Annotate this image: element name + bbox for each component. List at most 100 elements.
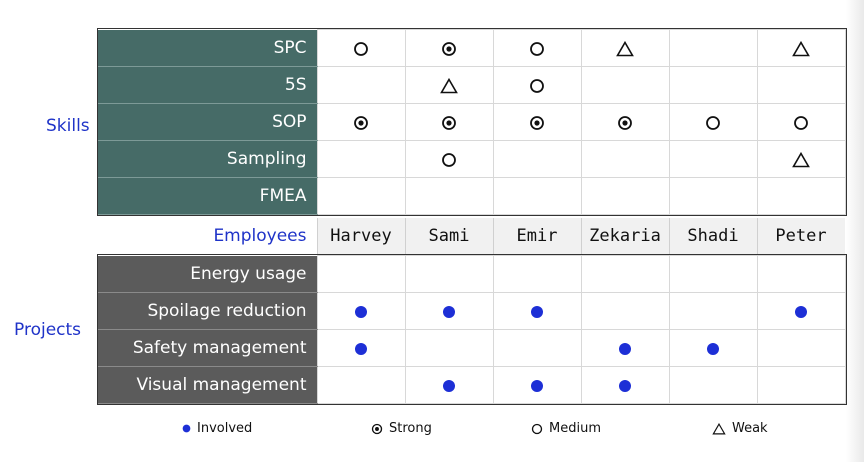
projects-matrix: Energy usage Spoilage reduction Safety man… <box>97 254 847 405</box>
project-cell <box>316 292 406 330</box>
skill-cell <box>668 103 758 141</box>
skill-row: Sampling <box>98 140 846 178</box>
skill-cell <box>404 66 494 104</box>
skill-cell <box>316 177 406 215</box>
project-cell <box>756 329 846 367</box>
legend-label: Involved <box>197 421 253 436</box>
skill-cell <box>404 29 494 67</box>
right-edge-shadow <box>846 0 864 462</box>
skill-cell <box>756 66 846 104</box>
legend-item-weak: Weak <box>712 421 768 436</box>
employee-name: Emir <box>492 218 581 254</box>
weak-triangle-icon <box>616 41 634 57</box>
project-cell <box>316 255 406 293</box>
employee-name: Shadi <box>668 218 757 254</box>
strong-circle-icon <box>618 116 632 130</box>
medium-circle-icon <box>530 42 544 56</box>
skill-cell <box>492 177 582 215</box>
weak-triangle-icon <box>440 78 458 94</box>
legend-item-involved: Involved <box>182 421 252 436</box>
skill-cell <box>404 140 494 178</box>
skill-cell <box>668 177 758 215</box>
involved-dot-icon <box>443 306 455 318</box>
involved-dot-icon <box>443 380 455 392</box>
skill-row: FMEA <box>98 177 846 215</box>
project-cell <box>404 329 494 367</box>
involved-dot-icon <box>795 306 807 318</box>
project-cell <box>492 292 582 330</box>
skill-cell <box>492 140 582 178</box>
skill-cell <box>756 103 846 141</box>
skill-cell <box>756 140 846 178</box>
involved-dot-icon <box>355 343 367 355</box>
skill-cell <box>668 66 758 104</box>
project-cell <box>492 366 582 404</box>
project-cell <box>404 255 494 293</box>
project-row: Spoilage reduction <box>98 292 846 330</box>
skill-cell <box>316 103 406 141</box>
project-label: Spoilage reduction <box>98 292 317 330</box>
employees-header-row: Employees Harvey Sami Emir Zekaria Shadi… <box>98 218 845 254</box>
project-cell <box>668 292 758 330</box>
skill-cell <box>756 177 846 215</box>
skill-label: SPC <box>98 29 317 67</box>
skill-cell <box>316 66 406 104</box>
project-cell <box>756 292 846 330</box>
skill-cell <box>668 29 758 67</box>
strong-circle-icon <box>442 42 456 56</box>
skill-cell <box>404 177 494 215</box>
skill-cell <box>580 177 670 215</box>
involved-dot-icon <box>619 343 631 355</box>
strong-circle-icon <box>530 116 544 130</box>
skill-cell <box>580 140 670 178</box>
project-cell <box>756 366 846 404</box>
medium-circle-icon <box>442 153 456 167</box>
involved-dot-icon <box>531 380 543 392</box>
medium-circle-icon <box>530 79 544 93</box>
skill-cell <box>580 29 670 67</box>
weak-triangle-icon <box>792 41 810 57</box>
project-cell <box>668 366 758 404</box>
skill-row: SPC <box>98 29 846 67</box>
project-row: Energy usage <box>98 255 846 293</box>
project-label: Visual management <box>98 366 317 404</box>
project-cell <box>404 292 494 330</box>
medium-circle-icon <box>706 116 720 130</box>
skill-label: Sampling <box>98 140 317 178</box>
project-cell <box>580 329 670 367</box>
weak-triangle-icon <box>792 152 810 168</box>
project-cell <box>580 292 670 330</box>
skill-label: FMEA <box>98 177 317 215</box>
employee-name: Harvey <box>316 218 405 254</box>
skill-cell <box>316 140 406 178</box>
legend-label: Weak <box>732 421 768 436</box>
strong-circle-icon <box>442 116 456 130</box>
employee-name: Sami <box>404 218 493 254</box>
project-cell <box>492 329 582 367</box>
skill-cell <box>668 140 758 178</box>
project-row: Visual management <box>98 366 846 404</box>
skill-label: SOP <box>98 103 317 141</box>
project-label: Energy usage <box>98 255 317 293</box>
project-cell <box>316 329 406 367</box>
skill-cell <box>404 103 494 141</box>
project-cell <box>316 366 406 404</box>
project-label: Safety management <box>98 329 317 367</box>
project-cell <box>668 255 758 293</box>
medium-circle-icon <box>354 42 368 56</box>
medium-circle-icon <box>531 423 543 434</box>
skill-row: SOP <box>98 103 846 141</box>
skill-cell <box>756 29 846 67</box>
skill-cell <box>492 66 582 104</box>
project-cell <box>492 255 582 293</box>
skill-cell <box>580 103 670 141</box>
legend-item-medium: Medium <box>531 421 601 436</box>
projects-group-label: Projects <box>14 320 82 340</box>
strong-circle-icon <box>354 116 368 130</box>
project-cell <box>756 255 846 293</box>
involved-dot-icon <box>707 343 719 355</box>
involved-dot-icon <box>531 306 543 318</box>
strong-circle-icon <box>371 423 383 434</box>
project-cell <box>668 329 758 367</box>
skill-cell <box>492 29 582 67</box>
